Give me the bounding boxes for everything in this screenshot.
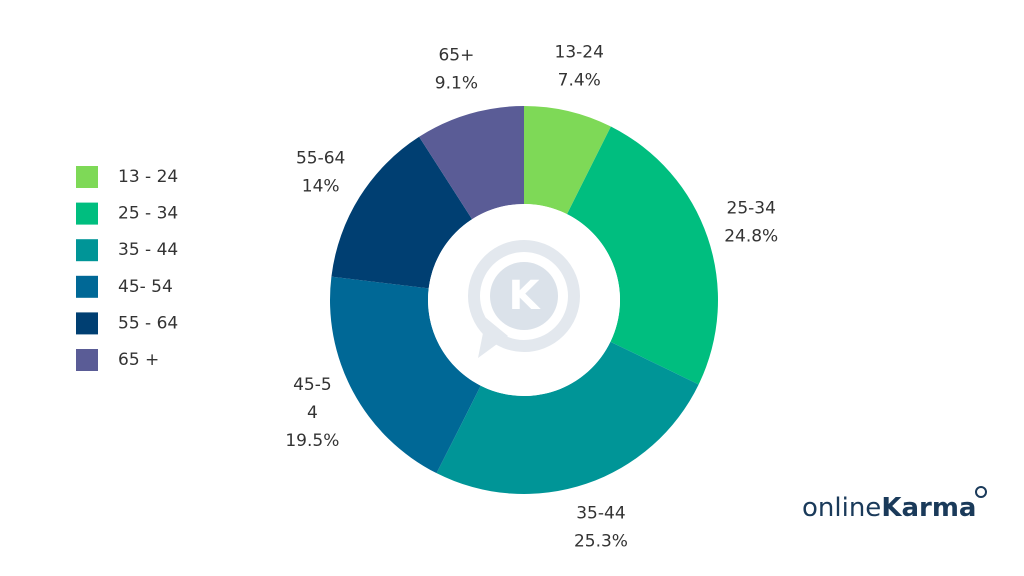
brand-icon	[975, 486, 987, 498]
brand-name: Karma	[881, 493, 976, 523]
slice-label: 55-64	[296, 148, 345, 168]
watermark-letter: K	[509, 273, 542, 319]
slice-label: 13-24	[555, 42, 604, 62]
legend-label: 65 +	[118, 350, 159, 370]
value-label: 19.5%	[285, 431, 339, 451]
value-label: 7.4%	[558, 70, 601, 90]
legend-swatch	[76, 349, 98, 371]
slice	[524, 106, 611, 215]
legend-swatch	[76, 275, 98, 298]
slice-label: 4	[307, 403, 318, 423]
brand: onlineKarma	[802, 493, 976, 523]
legend-label: 55 - 64	[118, 313, 178, 333]
slice-label: 35-44	[576, 503, 625, 523]
legend-label: 25 - 34	[118, 204, 178, 224]
value-label: 9.1%	[435, 74, 478, 94]
slice	[330, 276, 481, 474]
legend-label: 45- 54	[118, 277, 173, 297]
brand-prefix: online	[802, 493, 881, 523]
slice	[419, 106, 524, 220]
value-label: 25.3%	[574, 531, 628, 551]
value-label: 14%	[302, 176, 340, 196]
legend-swatch	[76, 202, 98, 225]
slice-label: 25-34	[727, 199, 776, 219]
slice-label: 65+	[438, 46, 474, 66]
slice	[436, 341, 699, 494]
legend-swatch	[76, 239, 98, 262]
watermark: K	[428, 204, 620, 396]
legend-label: 13 - 24	[118, 167, 178, 187]
slice-label: 45-5	[293, 375, 332, 395]
slice	[331, 136, 473, 289]
slice	[567, 126, 718, 385]
value-label: 24.8%	[724, 227, 778, 247]
legend-swatch	[76, 166, 98, 188]
legend-label: 35 - 44	[118, 240, 178, 260]
legend-swatch	[76, 312, 98, 335]
